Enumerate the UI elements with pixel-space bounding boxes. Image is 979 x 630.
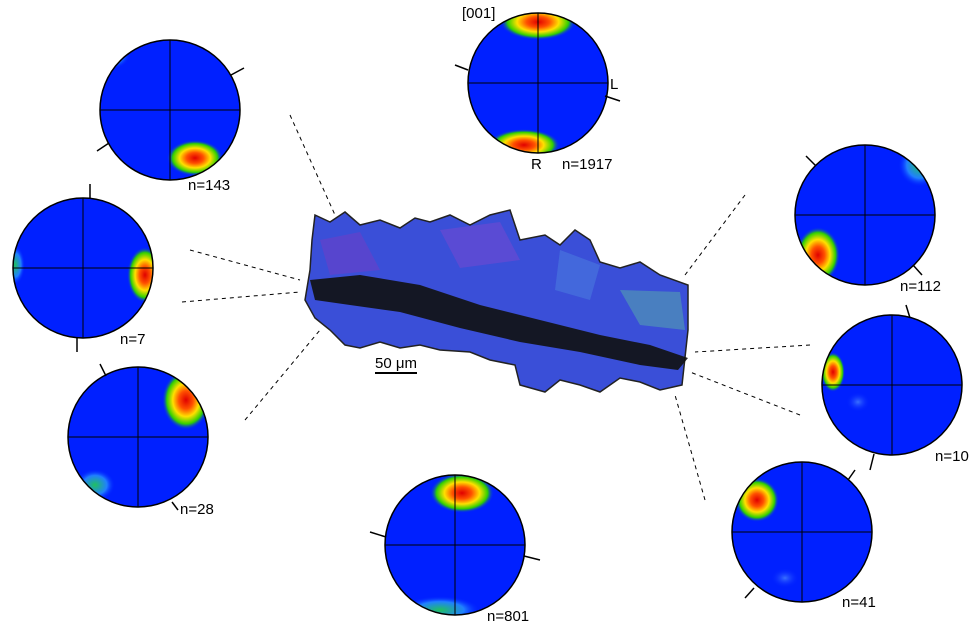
pole-figure-outline xyxy=(731,461,873,603)
pole-figure: n=7 xyxy=(12,184,154,352)
connectors xyxy=(181,114,811,501)
orientation-tick xyxy=(912,264,923,276)
pole-figure: n=112 xyxy=(794,144,941,295)
count-label: n=10 xyxy=(935,448,969,465)
orientation-tick xyxy=(230,67,245,76)
density-spot xyxy=(167,140,223,176)
density-spots xyxy=(822,352,870,412)
ebsd-map: 50 μm xyxy=(304,209,689,393)
count-label: n=7 xyxy=(120,331,145,348)
pole-figure-outline xyxy=(467,12,609,154)
direction-label: [001] xyxy=(462,5,495,22)
pole-figure: n=41 xyxy=(731,461,876,611)
orientation-tick xyxy=(805,155,817,167)
density-spot xyxy=(488,129,560,153)
density-spot xyxy=(822,352,845,392)
pole-figure: n=143 xyxy=(96,39,245,194)
count-label: n=28 xyxy=(180,501,214,518)
density-spot xyxy=(75,469,115,501)
density-spot xyxy=(898,145,935,187)
count-label: n=112 xyxy=(900,278,941,295)
orientation-tick xyxy=(454,64,469,71)
orientation-tick xyxy=(869,453,875,471)
orientation-tick xyxy=(905,304,911,319)
axis-label: R xyxy=(531,156,542,173)
density-spot xyxy=(796,227,840,283)
orientation-tick xyxy=(171,501,179,511)
orientation-tick xyxy=(369,531,387,538)
density-spots xyxy=(400,475,494,615)
orientation-tick xyxy=(99,363,107,377)
pole-figure-outline xyxy=(12,197,154,339)
pole-figure: n=801 xyxy=(369,474,541,625)
count-label: n=1917 xyxy=(562,156,612,173)
orientation-tick xyxy=(604,95,621,102)
density-spot xyxy=(13,245,25,285)
density-spot xyxy=(400,596,480,615)
density-spot xyxy=(430,475,494,513)
pole-figure: n=28 xyxy=(67,363,214,518)
density-spots xyxy=(13,245,153,303)
density-spot xyxy=(162,370,208,430)
pole-figure-outline xyxy=(99,39,241,181)
pole-figure: n=1917 [001] L R xyxy=(454,5,621,173)
density-spot xyxy=(846,392,870,412)
pole-figure-outline xyxy=(794,144,936,286)
density-spot xyxy=(127,247,153,303)
count-label: n=143 xyxy=(188,177,230,194)
count-label: n=41 xyxy=(842,594,876,611)
orientation-tick xyxy=(523,555,541,561)
scale-bar-label: 50 μm xyxy=(375,355,417,372)
density-spot xyxy=(735,478,779,522)
axis-label: L xyxy=(610,76,618,93)
pole-figure-outline xyxy=(384,474,526,616)
density-spot xyxy=(771,568,799,588)
pole-figure: n=10 xyxy=(821,304,969,471)
count-label: n=801 xyxy=(487,608,529,625)
density-spot xyxy=(100,41,130,69)
orientation-tick xyxy=(847,469,856,481)
pole-figure-outline xyxy=(67,366,209,508)
orientation-tick xyxy=(96,142,110,152)
orientation-tick xyxy=(744,587,755,599)
pole-figure-outline xyxy=(821,314,963,456)
